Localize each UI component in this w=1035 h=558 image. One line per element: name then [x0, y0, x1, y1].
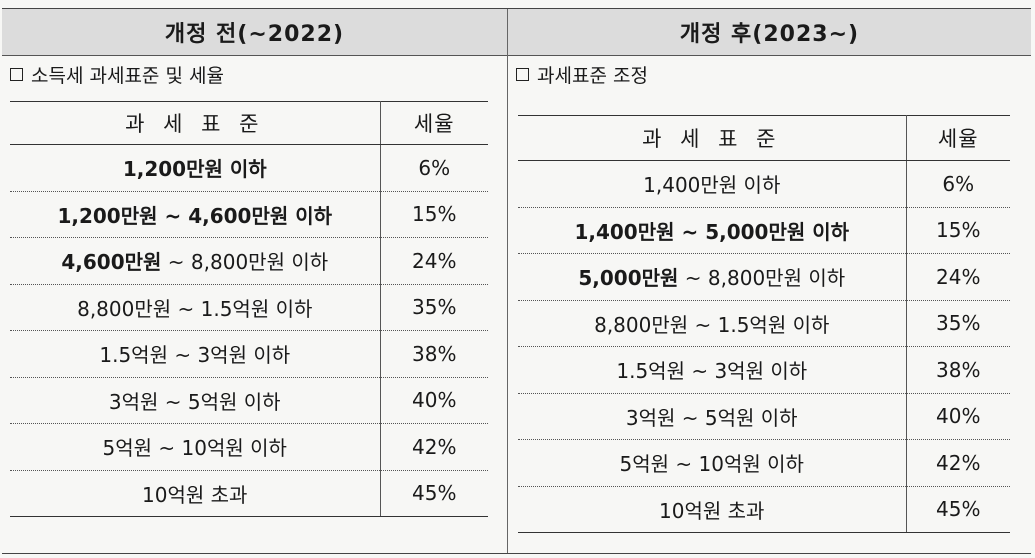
tax-base-bold-text: 1,200만원 이하 [122, 157, 267, 182]
table-row: 1.5억원 ~ 3억원 이하 38% [10, 330, 488, 378]
tax-base-bold-text: 4,600만원 [61, 250, 162, 275]
tax-base-bold-text: 1,400만원 ~ 5,000만원 이하 [574, 219, 850, 244]
before-section-title-text: 소득세 과세표준 및 세율 [31, 64, 224, 87]
tax-base-cell: 3억원 ~ 5억원 이하 [10, 377, 381, 424]
tax-base-cell: 1.5억원 ~ 3억원 이하 [518, 346, 907, 394]
table-row: 3억원 ~ 5억원 이하 40% [10, 377, 488, 424]
before-rate-table: 과 세 표 준 세율 1,200만원 이하 6% 1,200만원 ~ 4,600만원… [10, 101, 488, 517]
tax-rate-cell: 40% [380, 377, 488, 424]
tax-base-text: 10억원 초과 [659, 498, 765, 523]
tax-base-text: 1.5억원 ~ 3억원 이하 [99, 343, 291, 368]
tax-rate-cell: 15% [380, 191, 488, 238]
tax-base-bold-text: 5,000만원 [578, 266, 679, 291]
tax-rate-cell: 6% [380, 144, 488, 192]
column-header-tax-base: 과 세 표 준 [10, 101, 381, 145]
column-header-tax-rate: 세율 [380, 101, 488, 145]
table-row: 4,600만원 ~ 8,800만원 이하 24% [10, 237, 488, 285]
tax-base-text: ~ 8,800만원 이하 [678, 266, 846, 291]
tax-base-cell: 10억원 초과 [10, 470, 381, 517]
table-row: 1,400만원 이하 6% [518, 160, 1010, 208]
tax-base-cell: 8,800만원 ~ 1.5억원 이하 [518, 300, 907, 347]
tax-rate-cell: 24% [906, 253, 1010, 301]
after-section-title: 과세표준 조정 [508, 56, 1031, 92]
table-row: 3억원 ~ 5억원 이하 40% [518, 393, 1010, 440]
tax-base-cell: 1,400만원 이하 [518, 160, 907, 208]
tax-base-text: ~ 8,800만원 이하 [161, 250, 329, 275]
table-row: 5억원 ~ 10억원 이하 42% [518, 439, 1010, 487]
tax-base-text: 8,800만원 ~ 1.5억원 이하 [594, 312, 830, 337]
tax-base-text: 1.5억원 ~ 3억원 이하 [616, 359, 808, 384]
tax-base-cell: 1,200만원 이하 [10, 144, 381, 192]
tax-base-cell: 1,400만원 ~ 5,000만원 이하 [518, 207, 907, 254]
tax-rate-cell: 45% [380, 470, 488, 517]
after-header: 개정 후(2023~) [508, 9, 1031, 56]
after-section-title-text: 과세표준 조정 [537, 64, 648, 87]
tax-rate-cell: 42% [380, 423, 488, 471]
tax-base-text: 1,400만원 이하 [643, 173, 781, 198]
table-row: 5억원 ~ 10억원 이하 42% [10, 423, 488, 471]
tax-rate-cell: 6% [906, 160, 1010, 208]
before-section-title: 소득세 과세표준 및 세율 [2, 56, 507, 92]
tax-base-text: 3억원 ~ 5억원 이하 [625, 405, 798, 430]
tax-base-cell: 3억원 ~ 5억원 이하 [518, 393, 907, 440]
tax-base-cell: 1.5억원 ~ 3억원 이하 [10, 330, 381, 378]
tax-rate-cell: 24% [380, 237, 488, 285]
tax-base-cell: 5억원 ~ 10억원 이하 [10, 423, 381, 471]
tax-rate-cell: 38% [906, 346, 1010, 394]
column-header-tax-base: 과 세 표 준 [518, 115, 907, 161]
table-header-row: 과 세 표 준 세율 [518, 115, 1010, 161]
after-column: 개정 후(2023~) 과세표준 조정 과 세 표 준 세율 1,400만원 이… [508, 9, 1031, 553]
tax-rate-cell: 38% [380, 330, 488, 378]
tax-base-text: 5억원 ~ 10억원 이하 [102, 436, 287, 461]
tax-base-text: 3억원 ~ 5억원 이하 [108, 389, 281, 414]
table-row: 10억원 초과 45% [518, 486, 1010, 533]
tax-base-cell: 8,800만원 ~ 1.5억원 이하 [10, 284, 381, 331]
tax-rate-cell: 42% [906, 439, 1010, 487]
tax-rate-cell: 35% [906, 300, 1010, 347]
table-row: 8,800만원 ~ 1.5억원 이하 35% [10, 284, 488, 331]
table-header-row: 과 세 표 준 세율 [10, 101, 488, 145]
tax-rate-cell: 15% [906, 207, 1010, 254]
column-header-tax-rate: 세율 [906, 115, 1010, 161]
tax-rate-cell: 45% [906, 486, 1010, 533]
table-row: 8,800만원 ~ 1.5억원 이하 35% [518, 300, 1010, 347]
comparison-frame: 개정 전(~2022) 소득세 과세표준 및 세율 과 세 표 준 세율 1,2… [2, 8, 1031, 554]
before-column: 개정 전(~2022) 소득세 과세표준 및 세율 과 세 표 준 세율 1,2… [2, 9, 508, 553]
tax-base-cell: 10억원 초과 [518, 486, 907, 533]
after-rate-table: 과 세 표 준 세율 1,400만원 이하 6% 1,400만원 ~ 5,000만원… [518, 115, 1010, 533]
tax-rate-cell: 35% [380, 284, 488, 331]
table-row: 1,200만원 이하 6% [10, 144, 488, 192]
tax-base-bold-text: 1,200만원 ~ 4,600만원 이하 [57, 203, 333, 228]
tax-base-text: 8,800만원 ~ 1.5억원 이하 [77, 296, 313, 321]
checkbox-icon [10, 67, 23, 81]
tax-base-text: 5억원 ~ 10억원 이하 [619, 452, 804, 477]
tax-base-text: 10억원 초과 [142, 482, 248, 507]
table-row: 10억원 초과 45% [10, 470, 488, 517]
tax-base-cell: 5,000만원 ~ 8,800만원 이하 [518, 253, 907, 301]
tax-base-cell: 1,200만원 ~ 4,600만원 이하 [10, 191, 381, 238]
table-row: 5,000만원 ~ 8,800만원 이하 24% [518, 253, 1010, 301]
tax-base-cell: 4,600만원 ~ 8,800만원 이하 [10, 237, 381, 285]
checkbox-icon [516, 67, 529, 81]
table-row: 1,400만원 ~ 5,000만원 이하 15% [518, 207, 1010, 254]
tax-base-cell: 5억원 ~ 10억원 이하 [518, 439, 907, 487]
table-row: 1.5억원 ~ 3억원 이하 38% [518, 346, 1010, 394]
table-row: 1,200만원 ~ 4,600만원 이하 15% [10, 191, 488, 238]
tax-rate-cell: 40% [906, 393, 1010, 440]
before-header: 개정 전(~2022) [2, 9, 507, 56]
